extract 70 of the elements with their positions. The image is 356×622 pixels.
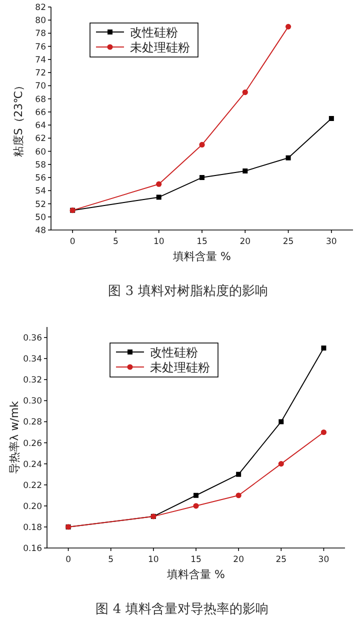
point — [156, 194, 162, 200]
point — [321, 346, 326, 351]
legend-label: 未处理硅粉 — [130, 40, 190, 54]
y-tick-label: 0.32 — [23, 376, 42, 386]
x-tick-label: 30 — [318, 555, 330, 565]
y-tick-label: 82 — [35, 3, 46, 13]
y-axis-title: 导热率λ w/mk — [8, 400, 21, 474]
point — [328, 116, 334, 121]
x-tick-label: 0 — [66, 555, 71, 565]
x-tick-label: 5 — [113, 237, 118, 247]
y-tick-label: 52 — [35, 200, 46, 210]
text: 图 4 填料含量对导热率的影响 — [96, 601, 268, 617]
x-axis-title: 填料含量 % — [166, 568, 225, 581]
point — [286, 155, 291, 160]
y-tick-label: 0.18 — [23, 522, 42, 533]
legend-label: 改性硅粉 — [130, 26, 178, 40]
y-tick-label: 0.22 — [23, 480, 42, 491]
point — [236, 472, 242, 477]
y-tick-label: 0.24 — [23, 460, 42, 470]
x-tick-label: 5 — [108, 555, 114, 565]
x-tick-label: 25 — [276, 555, 287, 565]
y-tick-label: 60 — [35, 147, 46, 158]
text: 图 3 填料对树脂粘度的影响 — [108, 283, 268, 299]
y-tick-label: 50 — [35, 212, 46, 223]
x-tick-label: 10 — [153, 237, 164, 247]
x-tick-label: 10 — [148, 555, 159, 565]
y-tick-label: 48 — [35, 226, 46, 236]
y-tick-label: 0.16 — [23, 544, 42, 554]
point — [320, 429, 327, 436]
y-tick-label: 0.28 — [23, 418, 42, 428]
x-tick-label: 0 — [70, 237, 76, 247]
x-tick-label: 20 — [240, 237, 251, 247]
point — [236, 492, 242, 498]
point — [200, 175, 204, 180]
x-tick-label: 20 — [233, 555, 244, 565]
legend-label: 改性硅粉 — [150, 346, 198, 360]
y-tick-label: 56 — [35, 174, 46, 184]
x-axis-title: 填料含量 % — [172, 250, 231, 263]
point — [285, 24, 292, 30]
point — [199, 142, 205, 148]
point — [156, 181, 162, 187]
y-tick-label: 0.26 — [23, 438, 42, 449]
x-tick-label: 25 — [282, 237, 294, 247]
y-tick-label: 0.30 — [23, 396, 42, 407]
y-tick-label: 76 — [35, 42, 46, 52]
y-tick-label: 72 — [35, 68, 46, 79]
y-tick-label: 78 — [35, 29, 46, 40]
y-tick-label: 0.20 — [23, 502, 42, 512]
x-tick-label: 15 — [196, 237, 208, 247]
y-tick-label: 80 — [35, 16, 46, 26]
point — [193, 503, 199, 509]
y-tick-label: 0.34 — [23, 354, 42, 365]
y-tick-label: 62 — [35, 134, 46, 144]
point — [242, 89, 248, 96]
y-tick-label: 0.36 — [23, 334, 42, 344]
point — [278, 461, 284, 467]
x-tick-label: 30 — [326, 237, 337, 247]
y-tick-label: 64 — [35, 121, 46, 132]
y-axis-title: 粘度S（23℃） — [12, 80, 25, 158]
y-tick-label: 66 — [35, 108, 46, 118]
y-tick-label: 54 — [35, 186, 46, 197]
point — [194, 492, 198, 498]
point — [278, 419, 284, 424]
y-tick-label: 58 — [35, 160, 46, 170]
y-tick-label: 68 — [35, 94, 46, 105]
point — [242, 168, 248, 174]
legend-label: 未处理硅粉 — [150, 360, 210, 374]
y-tick-label: 74 — [35, 55, 46, 66]
x-tick-label: 15 — [190, 555, 202, 565]
y-tick-label: 70 — [35, 82, 46, 92]
